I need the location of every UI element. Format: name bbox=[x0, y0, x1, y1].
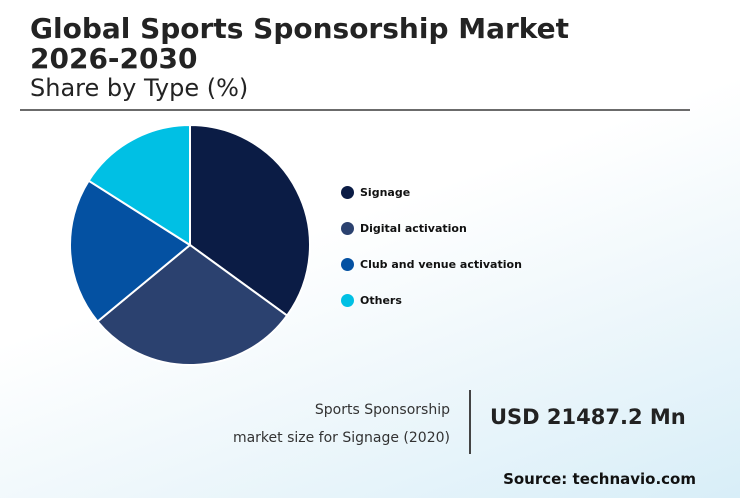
legend-swatch-signage bbox=[341, 185, 354, 199]
legend-item-digital-activation: Digital activation bbox=[341, 210, 522, 246]
legend-label-others: Others bbox=[360, 293, 402, 307]
source-credit: Source: technavio.com bbox=[503, 470, 696, 488]
legend-item-signage: Signage bbox=[341, 174, 522, 210]
stat-divider bbox=[469, 390, 471, 454]
legend-label-club-and-venue-activation: Club and venue activation bbox=[360, 257, 522, 271]
market-size-label-line1: Sports Sponsorship bbox=[314, 402, 450, 418]
chart-subtitle: Share by Type (%) bbox=[30, 74, 249, 102]
chart-title: Global Sports Sponsorship Market 2026-20… bbox=[30, 12, 570, 75]
market-size-label: Sports Sponsorship market size for Signa… bbox=[233, 396, 450, 452]
pie-slice-digital-activation bbox=[96, 243, 289, 366]
pie-chart bbox=[69, 123, 311, 366]
pie-slice-others bbox=[87, 123, 191, 247]
legend-swatch-others bbox=[341, 293, 354, 307]
chart-legend: Signage Digital activation Club and venue … bbox=[341, 174, 522, 318]
market-size-value: USD 21487.2 Mn bbox=[490, 405, 686, 429]
pie-slice-club-and-venue-activation bbox=[69, 179, 192, 323]
title-divider bbox=[20, 109, 690, 111]
market-size-label-line2: market size for Signage (2020) bbox=[232, 430, 450, 446]
legend-swatch-club-and-venue-activation bbox=[341, 257, 354, 271]
legend-swatch-digital-activation bbox=[341, 221, 354, 235]
legend-item-others: Others bbox=[341, 282, 522, 318]
legend-item-club-and-venue-activation: Club and venue activation bbox=[341, 246, 522, 282]
legend-label-digital-activation: Digital activation bbox=[360, 221, 467, 235]
pie-slice-signage bbox=[189, 123, 311, 317]
legend-label-signage: Signage bbox=[360, 185, 411, 199]
